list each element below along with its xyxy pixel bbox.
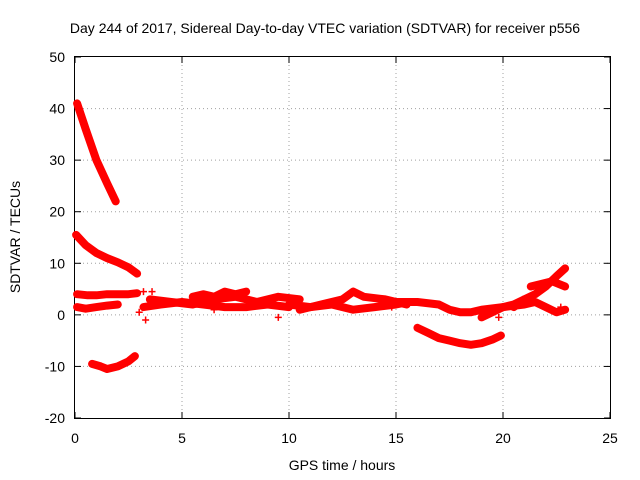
y-tick-label: 50 xyxy=(49,49,65,65)
series-arc-5 xyxy=(73,300,122,313)
plot-frame xyxy=(74,56,611,419)
data-point xyxy=(135,308,143,316)
data-point xyxy=(114,301,122,309)
y-tick-label: 10 xyxy=(49,255,65,271)
data-point xyxy=(131,352,139,360)
data-point xyxy=(413,324,421,332)
series-arc-14 xyxy=(509,264,570,312)
data-point xyxy=(274,313,282,321)
data-point xyxy=(73,290,81,298)
data-point xyxy=(242,288,250,296)
x-tick-label: 5 xyxy=(178,430,186,446)
series-arc-3 xyxy=(88,352,139,373)
series-arc-2 xyxy=(72,230,142,278)
data-point xyxy=(561,282,569,290)
data-point xyxy=(133,270,141,278)
data-point xyxy=(527,282,535,290)
x-tick-label: 20 xyxy=(495,430,511,446)
y-tick-label: -20 xyxy=(45,410,65,426)
series-arc-1 xyxy=(73,99,120,206)
data-point xyxy=(146,295,154,303)
data-point xyxy=(388,303,396,311)
data-point xyxy=(561,264,569,272)
x-tick-label: 25 xyxy=(602,430,618,446)
data-point xyxy=(72,231,80,239)
data-point xyxy=(148,288,156,296)
data-point xyxy=(478,313,486,321)
data-point xyxy=(285,301,293,309)
series-arc-10 xyxy=(295,287,411,314)
y-tick-label: 30 xyxy=(49,152,65,168)
grid-lines xyxy=(75,57,610,418)
chart-title: Day 244 of 2017, Sidereal Day-to-day VTE… xyxy=(70,20,580,36)
x-axis-label: GPS time / hours xyxy=(289,457,396,473)
data-point xyxy=(73,303,81,311)
data-point xyxy=(495,313,503,321)
x-tick-label: 15 xyxy=(388,430,404,446)
series-arc-8 xyxy=(188,287,251,301)
data-series xyxy=(72,99,570,373)
data-point xyxy=(210,306,218,314)
y-tick-label: 40 xyxy=(49,101,65,117)
series-arc-11 xyxy=(392,298,570,317)
data-point xyxy=(561,306,569,314)
series-arc-7 xyxy=(145,292,304,309)
data-point xyxy=(497,331,505,339)
x-tick-label: 10 xyxy=(281,430,297,446)
series-arc-4 xyxy=(73,289,142,300)
data-point xyxy=(139,288,147,296)
series-arc-15 xyxy=(526,277,570,291)
data-point xyxy=(112,197,120,205)
y-tick-label: 0 xyxy=(57,307,65,323)
data-point xyxy=(133,289,141,297)
axis-ticks: 0 5 10 15 20 25 -20 -10 0 10 20 30 40 50 xyxy=(45,49,618,446)
x-tick-label: 0 xyxy=(71,430,79,446)
data-point xyxy=(73,99,81,107)
data-point xyxy=(392,298,400,306)
data-point xyxy=(557,303,565,311)
data-point xyxy=(88,360,96,368)
data-point xyxy=(510,303,518,311)
data-point xyxy=(296,306,304,314)
data-point xyxy=(142,316,150,324)
series-arc-12 xyxy=(413,323,505,349)
y-axis-label: SDTVAR / TECUs xyxy=(7,181,23,293)
data-point xyxy=(139,303,147,311)
data-point xyxy=(189,293,197,301)
data-point xyxy=(296,295,304,303)
y-tick-label: 20 xyxy=(49,204,65,220)
y-tick-label: -10 xyxy=(45,358,65,374)
